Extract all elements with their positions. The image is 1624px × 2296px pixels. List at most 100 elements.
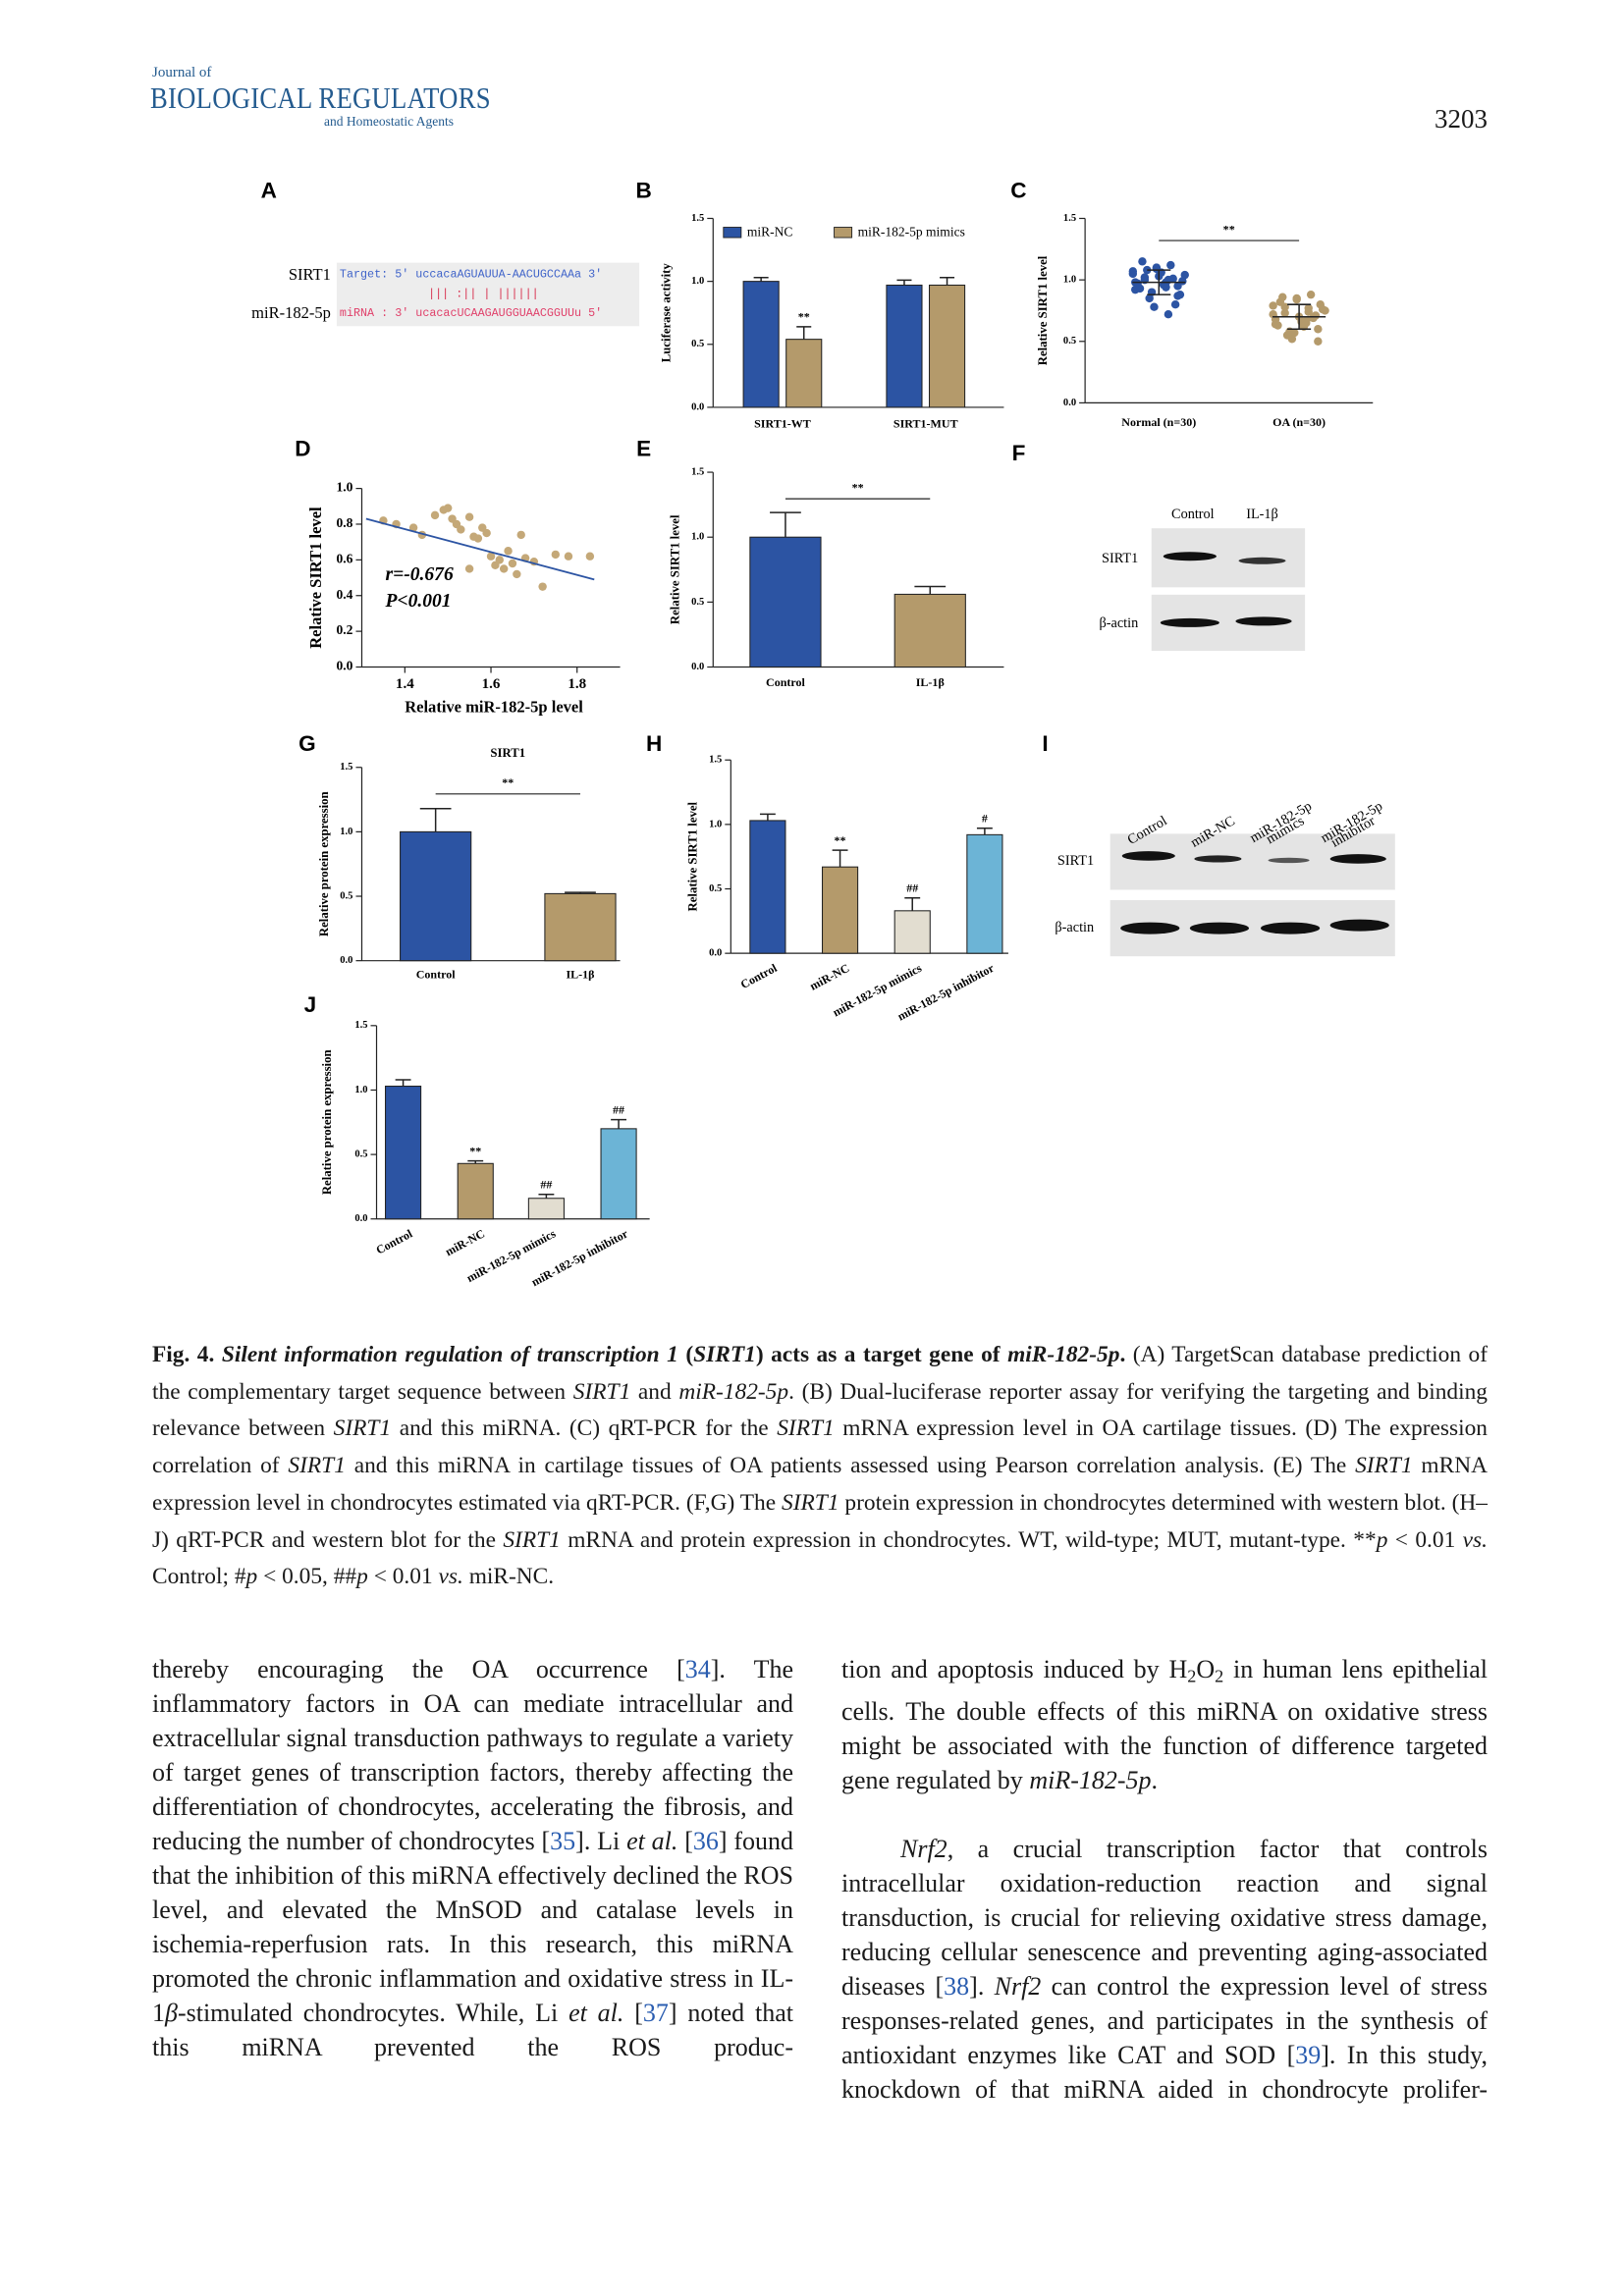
text-run: Nrf2 (900, 1834, 947, 1863)
point (473, 534, 483, 543)
text-run: 34 (684, 1655, 711, 1683)
text-run: and (630, 1378, 679, 1405)
error-bar (904, 896, 921, 911)
text-run: Control; # (152, 1564, 246, 1590)
text-run: SIRT1 (288, 1453, 346, 1479)
pairing: ||| :|| | |||||| (428, 287, 539, 300)
x-tick-label: IL-1β (566, 967, 594, 981)
y-tick-label: 0.0 (337, 659, 353, 673)
point (1271, 320, 1280, 329)
point (1135, 284, 1145, 294)
text-run: SIRT1 (503, 1526, 561, 1553)
x-tick-label: 1.4 (396, 676, 414, 692)
x-tick-label: OA (n=30) (1272, 415, 1326, 429)
y-tick-label: 0.5 (691, 597, 704, 608)
point (1311, 311, 1321, 320)
text-run: ]. In this study, knockdown of that miRN… (841, 2040, 1488, 2104)
band (1268, 857, 1310, 864)
band (1194, 855, 1242, 863)
text-run: [ (677, 1827, 693, 1855)
y-axis-label: Relative SIRT1 level (669, 514, 682, 624)
point (443, 504, 453, 512)
y-tick-label: 1.0 (354, 1085, 367, 1095)
row-label: SIRT1 (1102, 551, 1138, 566)
text-run: . (1151, 1765, 1159, 1794)
point (486, 552, 496, 561)
lane-label: IL-1β (1246, 507, 1278, 522)
text-run: ]. Li (575, 1827, 627, 1855)
y-tick-label: 0.0 (691, 662, 704, 672)
annotation: r=-0.676 (386, 564, 454, 585)
error-bar (940, 277, 955, 286)
bar (893, 910, 931, 954)
point (464, 512, 474, 521)
point (1321, 306, 1329, 315)
y-axis-label: Luciferase activity (660, 263, 674, 363)
text-run: SIRT1 (1355, 1453, 1413, 1479)
y-tick-label: 0.5 (340, 890, 352, 901)
error-bar (611, 1118, 627, 1129)
x-tick-label: SIRT1-WT (754, 417, 811, 431)
y-tick-label: 0.5 (354, 1149, 367, 1160)
error-bar (896, 279, 912, 286)
text-run: miR-182-5p (678, 1378, 789, 1405)
y-tick-label: 0.5 (1063, 336, 1076, 347)
panel-letter: A (261, 178, 277, 202)
point (1269, 301, 1277, 310)
y-tick-label: 1.0 (691, 532, 704, 543)
x-tick-label: miR-NC (443, 1227, 487, 1259)
bar (749, 536, 822, 668)
error-bar (395, 1079, 411, 1087)
sequence-box (336, 262, 640, 327)
text-run: and this miRNA in cartilage tissues of O… (345, 1453, 1356, 1479)
text-run: 38 (944, 1971, 970, 2001)
significance-label: ** (502, 775, 514, 789)
text-run: (A) TargetScan database prediction of th… (152, 1342, 1488, 1405)
y-tick-label: 1.5 (709, 755, 722, 766)
journal-line: Journal of (152, 65, 212, 80)
text-run: -stimulated chondrocytes. While, Li (177, 1999, 569, 2027)
text-run: Fig. 4. (152, 1342, 222, 1367)
text-run: et al. (568, 1999, 624, 2027)
band (1120, 922, 1180, 934)
text-run: SIRT1 (693, 1342, 756, 1367)
text-run: in human lens epithelial cells. The doub… (841, 1655, 1488, 1794)
point (1162, 283, 1170, 292)
panel-a (336, 262, 640, 327)
figure: A SIRT1 miR-182-5p Target: 5' uccacaAGUAUUA… (251, 178, 1395, 1289)
text-run: et al. (626, 1827, 678, 1855)
text-run: can control the expression level of stre… (841, 1971, 1488, 2069)
significance-label: # (982, 812, 988, 826)
y-tick-label: 1.0 (1063, 275, 1076, 286)
point (430, 510, 440, 520)
fit-line (365, 517, 595, 581)
x-tick-label: Normal (n=30) (1121, 415, 1196, 429)
point (551, 550, 561, 560)
point (1143, 265, 1152, 275)
y-tick-label: 0.5 (709, 883, 722, 894)
text-run: mRNA expression level in OA cartilage ti… (152, 1415, 1489, 1479)
y-tick-label: 0.5 (691, 339, 704, 349)
y-tick-label: 0.8 (337, 515, 353, 530)
band (1238, 557, 1286, 564)
text-run: miR-NC. (462, 1564, 555, 1590)
point (1128, 267, 1138, 276)
journal-line: and Homeostatic Agents (324, 114, 454, 129)
y-tick-label: 1.5 (691, 213, 704, 224)
error-bar (419, 807, 452, 832)
mirna-label: miR-182-5p (251, 303, 331, 322)
text-run: and this miRNA. (C) qRT-PCR for the (391, 1415, 778, 1442)
text-run: tion and apoptosis induced by H (841, 1655, 1188, 1683)
point (1302, 316, 1311, 325)
text-run: . (B) Dual-luciferase reporter assay for… (152, 1378, 1488, 1442)
point (408, 523, 418, 532)
paragraph: thereby encouraging the OA occurrence [3… (152, 1652, 793, 2064)
bar (544, 892, 617, 962)
point (1150, 302, 1159, 311)
significance-label: ** (852, 480, 864, 494)
point (1292, 294, 1301, 304)
blots (1110, 528, 1395, 957)
band (1329, 919, 1389, 932)
bar (966, 833, 1003, 954)
